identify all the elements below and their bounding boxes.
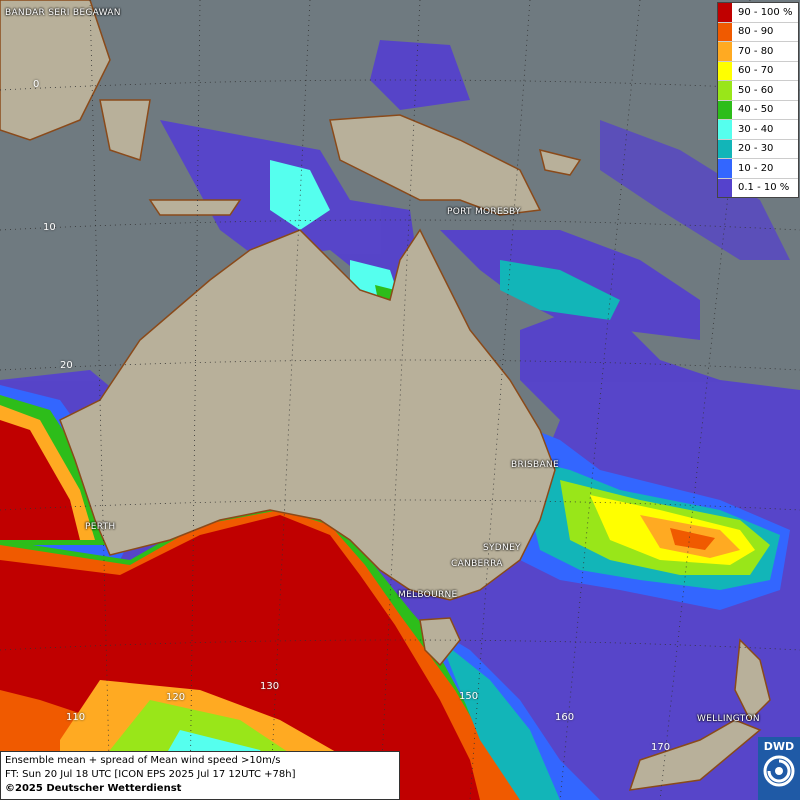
new-guinea: [329, 114, 542, 216]
legend-label: 60 - 70: [738, 65, 774, 77]
legend-label: 70 - 80: [738, 45, 774, 57]
legend-swatch: [718, 81, 732, 100]
forecast-time: FT: Sun 20 Jul 18 UTC [ICON EPS 2025 Jul…: [5, 769, 296, 780]
legend-swatch: [718, 178, 732, 197]
legend-label: 30 - 40: [738, 123, 774, 135]
grid-label-lon-110: 110: [66, 712, 86, 723]
legend-item: 90 - 100 %: [718, 3, 798, 23]
tasmania: [419, 617, 461, 667]
copyright: ©2025 Deutscher Wetterdienst: [5, 783, 182, 794]
timor: [148, 199, 242, 216]
grid-label-lon-130: 130: [260, 681, 280, 692]
legend-label: 40 - 50: [738, 104, 774, 116]
legend-item: 50 - 60: [718, 81, 798, 101]
prob-field-mid: [0, 160, 790, 610]
dwd-logo-text: DWD: [763, 740, 795, 753]
new-zealand-south: [628, 719, 762, 791]
legend-label: 80 - 90: [738, 26, 774, 38]
label-bandar-seri-begawan: BANDAR SERI BEGAWAN: [5, 8, 121, 18]
probability-legend: 90 - 100 % 80 - 90 70 - 80 60 - 70 50 - …: [717, 2, 799, 198]
product-description: Ensemble mean + spread of Mean wind spee…: [5, 755, 281, 766]
legend-item: 40 - 50: [718, 100, 798, 120]
legend-swatch: [718, 159, 732, 178]
legend-label: 0.1 - 10 %: [738, 182, 790, 194]
legend-item: 0.1 - 10 %: [718, 178, 798, 197]
label-port-moresby: PORT MORESBY: [447, 207, 521, 217]
legend-item: 20 - 30: [718, 139, 798, 159]
borneo: [0, 0, 111, 141]
dwd-logo: DWD: [758, 737, 800, 800]
legend-item: 10 - 20: [718, 159, 798, 179]
landmasses: [0, 0, 771, 791]
legend-label: 90 - 100 %: [738, 6, 793, 18]
legend-swatch: [718, 120, 732, 139]
legend-swatch: [718, 42, 732, 61]
legend-swatch: [718, 22, 732, 41]
label-wellington: WELLINGTON: [697, 714, 760, 724]
legend-label: 20 - 30: [738, 143, 774, 155]
sulawesi: [99, 99, 151, 161]
grid-label-lat-10: 10: [43, 222, 56, 233]
legend-item: 70 - 80: [718, 42, 798, 62]
label-canberra: CANBERRA: [451, 559, 503, 569]
grid-label-lon-160: 160: [555, 712, 575, 723]
label-melbourne: MELBOURNE: [398, 590, 458, 600]
legend-item: 80 - 90: [718, 22, 798, 42]
new-zealand-north: [734, 638, 771, 722]
legend-item: 30 - 40: [718, 120, 798, 140]
grid-label-lon-120: 120: [166, 692, 186, 703]
legend-swatch: [718, 61, 732, 80]
legend-item: 60 - 70: [718, 61, 798, 81]
australia: [59, 228, 556, 601]
label-perth: PERTH: [85, 522, 116, 532]
grid-label-lat-0: 0: [33, 79, 40, 90]
label-sydney: SYDNEY: [483, 543, 521, 553]
info-box: Ensemble mean + spread of Mean wind spee…: [0, 751, 400, 800]
swirl-icon: [763, 755, 795, 787]
legend-swatch: [718, 3, 732, 22]
bismarck: [538, 148, 582, 176]
label-brisbane: BRISBANE: [511, 460, 559, 470]
legend-swatch: [718, 139, 732, 158]
grid-label-lat-20: 20: [60, 360, 73, 371]
legend-swatch: [718, 100, 732, 119]
grid-label-lon-150: 150: [459, 691, 479, 702]
legend-label: 10 - 20: [738, 162, 774, 174]
legend-label: 50 - 60: [738, 84, 774, 96]
grid-label-lon-170: 170: [651, 742, 671, 753]
